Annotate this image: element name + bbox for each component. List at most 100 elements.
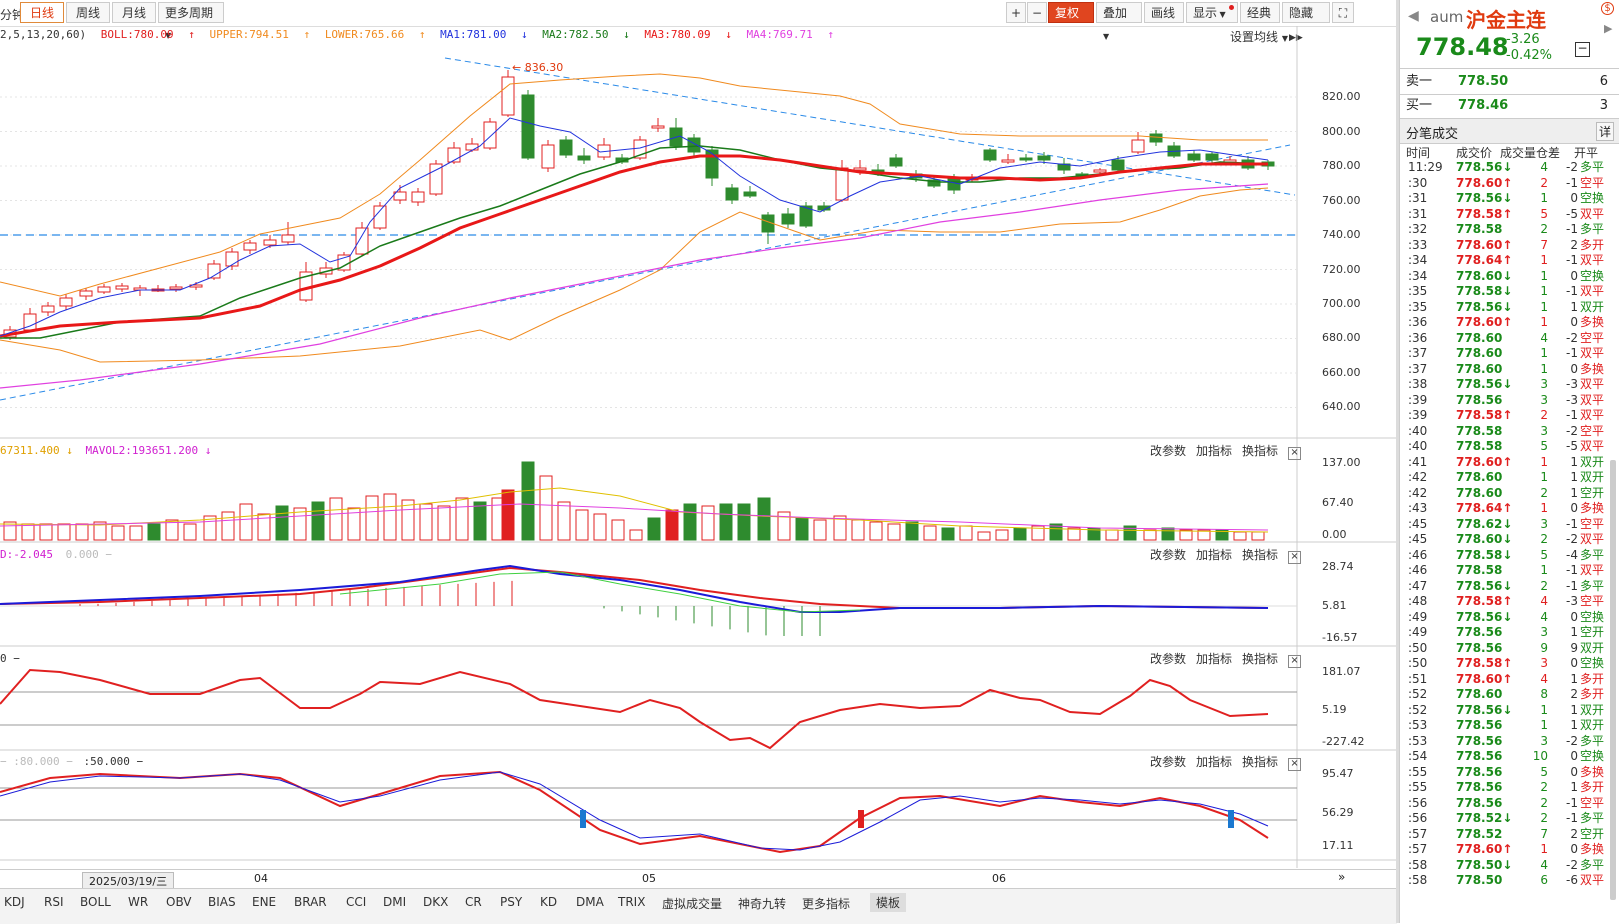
ma-settings-label: 设置均线 bbox=[1230, 30, 1279, 44]
trend-line bbox=[0, 144, 1291, 401]
overlay-button[interactable]: 叠加 ▼ bbox=[1096, 2, 1142, 41]
chart-area[interactable]: 分钟 日线 周线 月线 更多周期 ▼ + − 复权 ▼ 叠加 ▼ 画线 显示 ▼… bbox=[0, 0, 1397, 924]
info-icon[interactable]: $ bbox=[1601, 2, 1614, 15]
classic-button[interactable]: 经典 bbox=[1240, 2, 1280, 23]
candle-body bbox=[97, 286, 111, 293]
tab-kd[interactable]: KD bbox=[540, 895, 558, 909]
tick-time: :42 bbox=[1408, 470, 1428, 484]
tab-kdj[interactable]: KDJ bbox=[4, 895, 25, 909]
ticks-list[interactable]: 11:29 778.56↓ 4 -2 多平:30 778.60↑ 2 -1 空平:31 778.5… bbox=[1400, 160, 1610, 923]
tick-row: :52 778.56↓ 1 1 双开 bbox=[1408, 703, 1610, 718]
tab-rsi[interactable]: RSI bbox=[44, 895, 64, 909]
close-icon[interactable]: × bbox=[1288, 447, 1302, 460]
ma1-label: MA1:781.00 bbox=[440, 28, 507, 41]
adjust-button[interactable]: 复权 ▼ bbox=[1048, 2, 1094, 41]
tab-ene[interactable]: ENE bbox=[252, 895, 277, 909]
edit-params-button[interactable]: 改参数 bbox=[1150, 548, 1187, 562]
macd-signal-line bbox=[339, 571, 861, 613]
tick-time: :57 bbox=[1408, 826, 1428, 841]
price-tick: 720.00 bbox=[1322, 263, 1361, 276]
adjust-label: 复权 bbox=[1055, 6, 1080, 20]
vol-ma1-value: 67311.400 ↓ bbox=[0, 444, 73, 457]
tick-volume: 5 bbox=[1540, 206, 1548, 221]
tick-row: :39 778.58↑ 2 -1 双平 bbox=[1408, 408, 1610, 423]
tab-cci[interactable]: CCI bbox=[346, 895, 367, 909]
switch-indicator-button[interactable]: 换指标 bbox=[1242, 652, 1279, 666]
edit-params-button[interactable]: 改参数 bbox=[1150, 444, 1187, 458]
period-tab-monthly[interactable]: 月线 bbox=[112, 2, 156, 23]
tick-type: 多开 bbox=[1580, 237, 1605, 252]
switch-indicator-button[interactable]: 换指标 bbox=[1242, 755, 1279, 769]
tab-magic-nine[interactable]: 神奇九转 bbox=[738, 897, 787, 911]
edit-params-button[interactable]: 改参数 bbox=[1150, 652, 1187, 666]
tab-dkx[interactable]: DKX bbox=[423, 895, 449, 909]
tick-type: 空平 bbox=[1580, 594, 1605, 608]
tab-dmi[interactable]: DMI bbox=[383, 895, 407, 909]
add-indicator-button[interactable]: 加指标 bbox=[1196, 652, 1233, 666]
tab-obv[interactable]: OBV bbox=[166, 895, 192, 909]
candle-body bbox=[1037, 155, 1051, 161]
close-icon[interactable]: × bbox=[1288, 655, 1302, 668]
tick-volume: 1 bbox=[1540, 718, 1548, 732]
volume-tick: 137.00 bbox=[1322, 456, 1361, 469]
close-icon[interactable]: × bbox=[1288, 758, 1302, 771]
tab-bias[interactable]: BIAS bbox=[208, 895, 236, 909]
scrollbar-thumb[interactable] bbox=[1610, 460, 1616, 900]
tab-trix[interactable]: TRIX bbox=[618, 895, 646, 909]
tick-time: :47 bbox=[1408, 578, 1428, 593]
switch-indicator-button[interactable]: 换指标 bbox=[1242, 548, 1279, 562]
candle-body bbox=[207, 263, 221, 279]
tick-volume: 2 bbox=[1540, 780, 1548, 794]
tick-row: :47 778.56↓ 2 -1 多平 bbox=[1408, 579, 1610, 594]
volume-header: 67311.400 ↓ MAVOL2:193651.200 ↓ bbox=[0, 444, 211, 457]
period-tab-more[interactable]: 更多周期 ▼ bbox=[158, 2, 224, 40]
tick-type: 双开 bbox=[1580, 299, 1605, 314]
period-tab-weekly[interactable]: 周线 bbox=[66, 2, 110, 23]
tab-cr[interactable]: CR bbox=[465, 895, 482, 909]
scroll-right-icon[interactable]: » bbox=[1338, 870, 1346, 884]
tab-boll[interactable]: BOLL bbox=[80, 895, 111, 909]
tab-psy[interactable]: PSY bbox=[500, 895, 523, 909]
tab-dma[interactable]: DMA bbox=[576, 895, 604, 909]
zoom-out-button[interactable]: − bbox=[1027, 2, 1047, 23]
period-tab-daily[interactable]: 日线 bbox=[20, 2, 64, 23]
arrow-down-icon: ↓ bbox=[1502, 516, 1513, 531]
tick-price: 778.60↑ bbox=[1456, 237, 1513, 252]
col-time: 时间 bbox=[1406, 146, 1431, 160]
display-button[interactable]: 显示 ▼ bbox=[1186, 2, 1238, 23]
tick-volume: 1 bbox=[1540, 315, 1548, 329]
panel-splitter[interactable] bbox=[1396, 0, 1399, 923]
tick-price: 778.56↓ bbox=[1456, 702, 1513, 717]
tab-virtual-volume[interactable]: 虚拟成交量 bbox=[662, 897, 723, 911]
period-tab-minute[interactable]: 分钟 bbox=[0, 8, 25, 22]
tick-type: 空换 bbox=[1580, 749, 1605, 763]
fullscreen-icon[interactable]: ⛶ bbox=[1332, 2, 1354, 23]
detail-button[interactable]: 详 bbox=[1596, 122, 1615, 141]
prev-arrow-icon[interactable]: ◀ bbox=[1408, 8, 1419, 24]
tick-volume: 4 bbox=[1540, 857, 1548, 872]
hide-button[interactable]: 隐藏 ▶▶ bbox=[1282, 2, 1330, 43]
tab-brar[interactable]: BRAR bbox=[294, 895, 327, 909]
macd-value: D:-2.045 bbox=[0, 548, 53, 561]
draw-line-button[interactable]: 画线 bbox=[1144, 2, 1184, 23]
edit-params-button[interactable]: 改参数 bbox=[1150, 755, 1187, 769]
boll-lower-line bbox=[0, 187, 1269, 363]
close-icon[interactable]: × bbox=[1288, 551, 1302, 564]
next-arrow-icon[interactable]: ▶ bbox=[1604, 22, 1613, 35]
chart-canvas[interactable] bbox=[0, 0, 1397, 923]
collapse-icon[interactable]: − bbox=[1575, 42, 1590, 57]
volume-bar bbox=[833, 515, 847, 541]
tab-more-indicators[interactable]: 更多指标 bbox=[802, 897, 851, 911]
add-indicator-button[interactable]: 加指标 bbox=[1196, 755, 1233, 769]
tab-template[interactable]: 模板 bbox=[870, 893, 907, 912]
tick-row: :49 778.56↓ 4 0 空换 bbox=[1408, 610, 1610, 625]
add-indicator-button[interactable]: 加指标 bbox=[1196, 444, 1233, 458]
tick-price: 778.58↓ bbox=[1456, 284, 1513, 298]
ma-settings-button[interactable]: 设置均线 ▼ bbox=[1230, 28, 1288, 45]
tick-price: 778.58↑ bbox=[1456, 594, 1513, 608]
add-indicator-button[interactable]: 加指标 bbox=[1196, 548, 1233, 562]
zoom-in-button[interactable]: + bbox=[1006, 2, 1026, 23]
tab-wr[interactable]: WR bbox=[128, 895, 149, 909]
volume-bar bbox=[329, 497, 343, 541]
switch-indicator-button[interactable]: 换指标 bbox=[1242, 444, 1279, 458]
